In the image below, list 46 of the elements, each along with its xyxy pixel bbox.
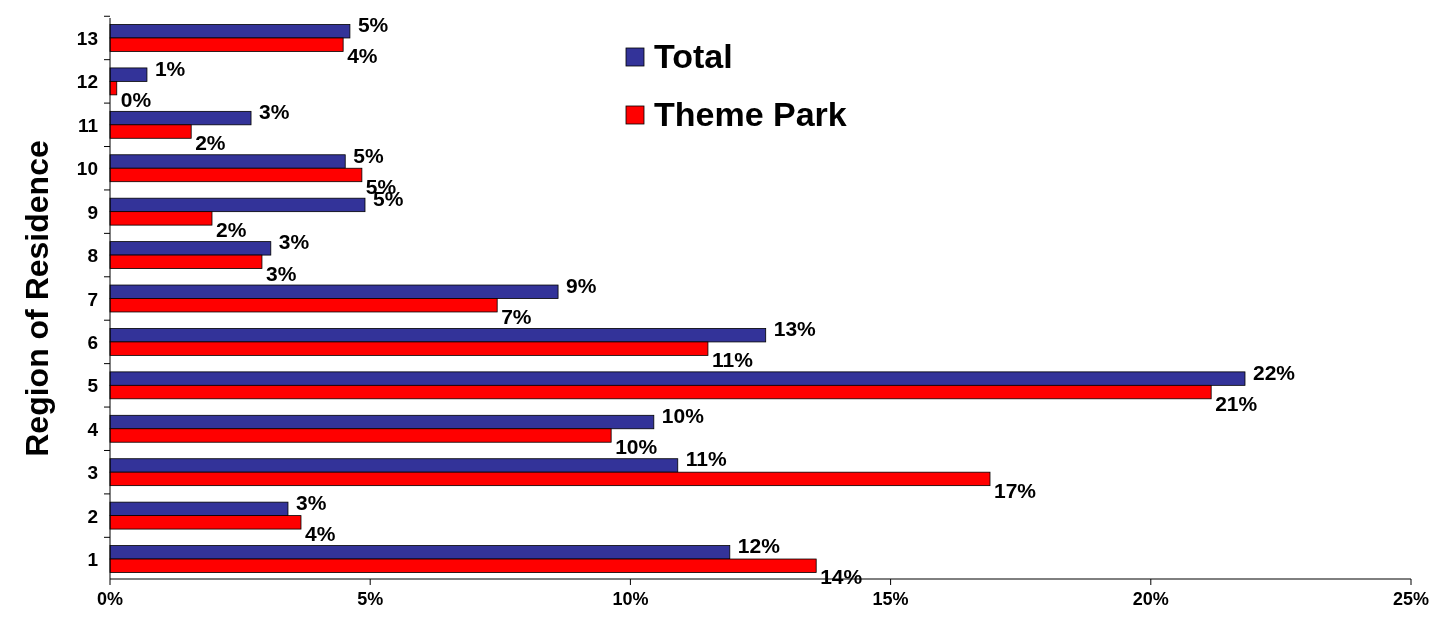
data-label: 4% bbox=[347, 44, 378, 68]
y-tick-label: 10 bbox=[76, 158, 98, 180]
data-label: 10% bbox=[615, 435, 658, 459]
data-label: 5% bbox=[357, 13, 389, 37]
data-label: 12% bbox=[737, 534, 781, 558]
data-label: 10% bbox=[661, 404, 705, 428]
x-tick-label: 25% bbox=[1392, 589, 1430, 609]
data-label: 9% bbox=[566, 273, 597, 297]
data-label: 3% bbox=[265, 261, 297, 285]
data-label: 1% bbox=[154, 56, 186, 80]
y-tick-label: 13 bbox=[76, 27, 98, 49]
data-label: 14% bbox=[820, 565, 863, 589]
x-tick-label: 5% bbox=[357, 589, 384, 609]
y-tick-label: 4 bbox=[87, 418, 99, 440]
x-tick-label: 20% bbox=[1132, 589, 1169, 609]
data-label: 0% bbox=[120, 87, 152, 111]
data-label: 5% bbox=[353, 143, 384, 167]
x-tick-label: 15% bbox=[872, 589, 909, 609]
x-tick-label: 10% bbox=[612, 589, 649, 609]
data-label: 17% bbox=[994, 478, 1037, 502]
data-label: 22% bbox=[1252, 360, 1296, 384]
data-label: 3% bbox=[295, 490, 327, 514]
y-tick-label: 3 bbox=[87, 462, 98, 484]
y-tick-label: 7 bbox=[87, 288, 98, 310]
y-tick-label: 11 bbox=[77, 114, 99, 136]
y-tick-label: 12 bbox=[76, 71, 98, 93]
y-tick-label: 1 bbox=[87, 549, 99, 571]
y-tick-label: 9 bbox=[87, 201, 98, 223]
y-tick-label: 5 bbox=[87, 375, 99, 397]
legend-label: Total bbox=[654, 37, 733, 75]
data-label: 2% bbox=[216, 218, 247, 242]
data-label: 3% bbox=[278, 230, 310, 254]
data-label: 11% bbox=[711, 348, 754, 372]
data-label: 2% bbox=[195, 131, 226, 155]
x-tick-label: 0% bbox=[96, 589, 124, 609]
data-label: 13% bbox=[773, 317, 817, 341]
data-label: 4% bbox=[304, 522, 336, 546]
y-tick-label: 6 bbox=[87, 331, 98, 353]
y-tick-label: 2 bbox=[87, 505, 98, 527]
data-label: 11% bbox=[685, 447, 727, 471]
y-axis-title: Region of Residence bbox=[19, 140, 55, 457]
data-label: 21% bbox=[1215, 391, 1258, 415]
legend-label: Theme Park bbox=[654, 95, 847, 133]
y-tick-label: 8 bbox=[87, 245, 98, 267]
data-label: 3% bbox=[259, 100, 290, 124]
data-label: 7% bbox=[501, 304, 532, 328]
